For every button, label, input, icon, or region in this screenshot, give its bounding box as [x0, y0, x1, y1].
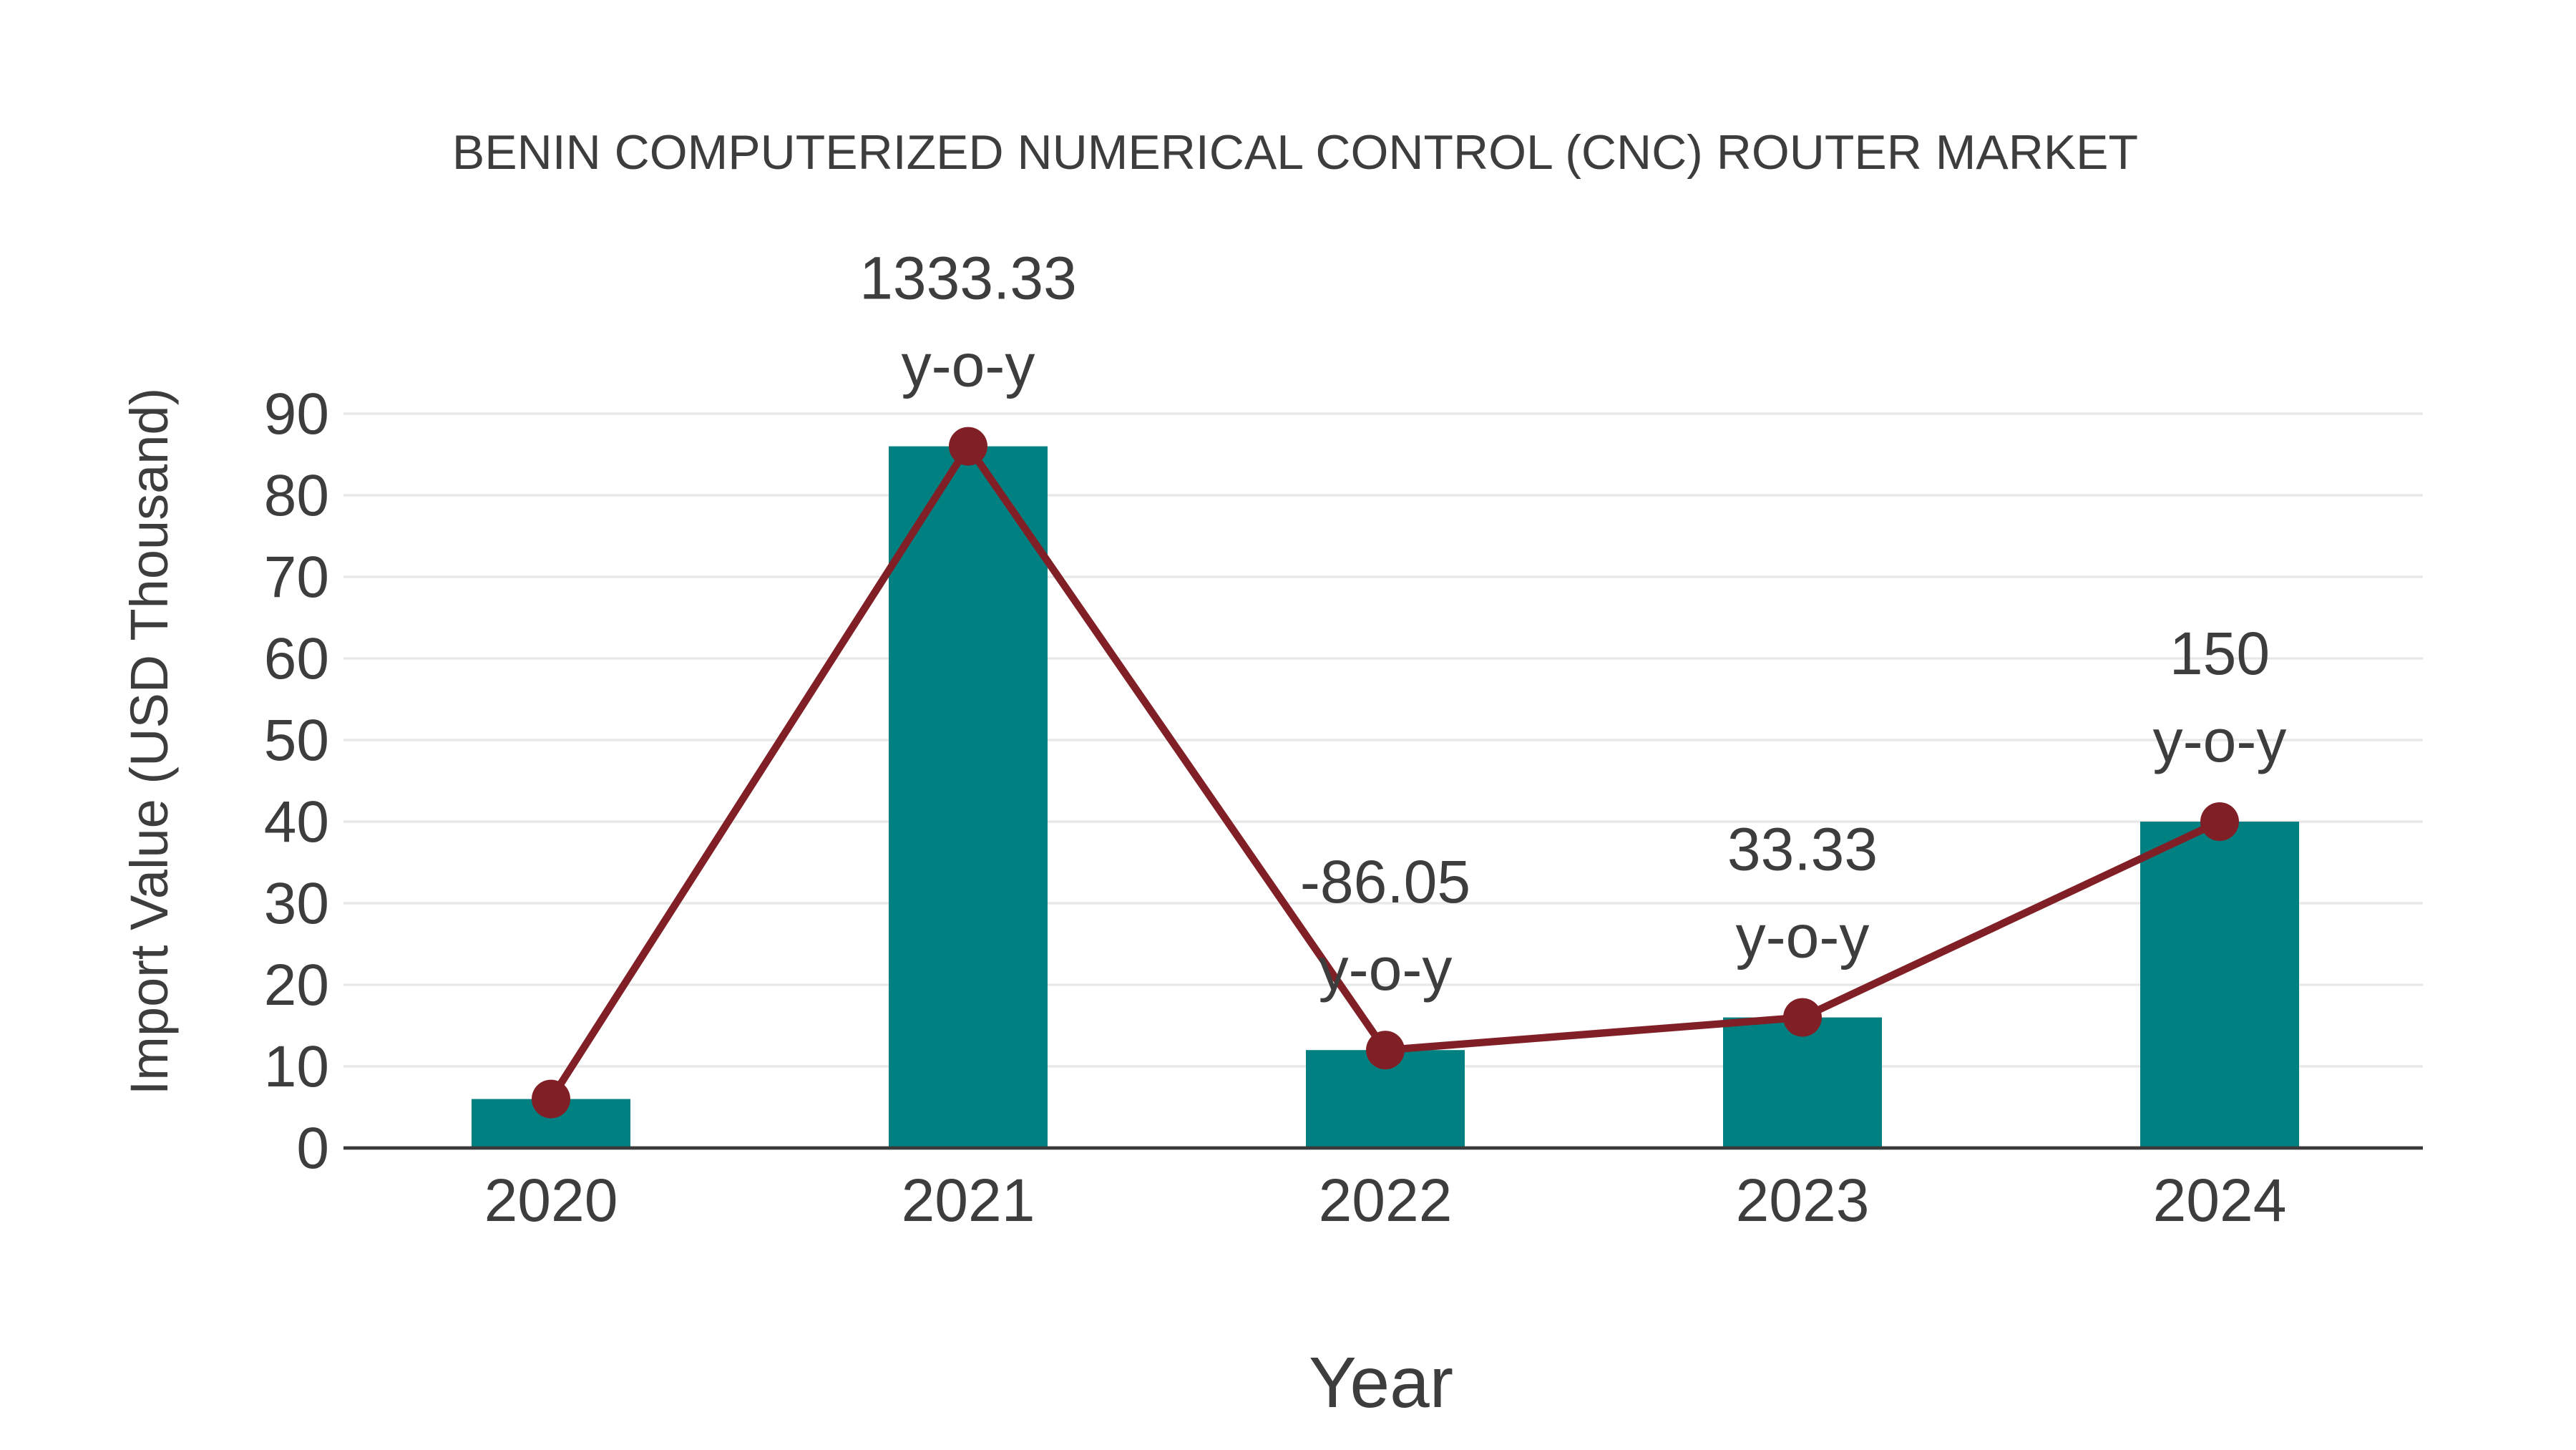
bar-2024: [2140, 822, 2299, 1148]
y-tick-label-30: 30: [264, 871, 329, 936]
marker-2022: [1366, 1031, 1405, 1070]
chart-title: BENIN COMPUTERIZED NUMERICAL CONTROL (CN…: [452, 125, 2138, 180]
y-tick-label-20: 20: [264, 953, 329, 1018]
x-tick-label-2022: 2022: [1319, 1167, 1453, 1234]
annotation-value-2021: 1333.33: [859, 245, 1077, 312]
annotations-group: 1333.33 y-o-y -86.05 y-o-y 33.33 y-o-y 150 y-o-…: [859, 245, 2286, 1003]
annotation-value-2024: 150: [2170, 620, 2270, 687]
bars-group: [472, 446, 2299, 1148]
y-tick-label-10: 10: [264, 1034, 329, 1099]
annotation-value-2022: -86.05: [1300, 848, 1470, 915]
marker-2023: [1783, 998, 1822, 1037]
y-tick-label-60: 60: [264, 626, 329, 691]
y-tick-label-70: 70: [264, 545, 329, 610]
marker-2024: [2200, 802, 2239, 841]
y-tick-label-50: 50: [264, 708, 329, 773]
y-tick-label-80: 80: [264, 463, 329, 528]
y-tick-label-40: 40: [264, 789, 329, 855]
gridlines-group: [343, 412, 2423, 1068]
marker-2021: [949, 427, 987, 466]
annotation-suffix-2024: y-o-y: [2153, 707, 2287, 774]
x-tick-label-2021: 2021: [902, 1167, 1035, 1234]
bar-2023: [1723, 1017, 1882, 1148]
x-tick-label-2023: 2023: [1736, 1167, 1870, 1234]
annotation-suffix-2022: y-o-y: [1319, 935, 1453, 1003]
x-tick-label-2020: 2020: [484, 1167, 618, 1234]
bar-2021: [889, 446, 1048, 1148]
x-tick-label-2024: 2024: [2153, 1167, 2287, 1234]
y-tick-label-90: 90: [264, 381, 329, 447]
y-tick-label-0: 0: [296, 1116, 329, 1181]
marker-2020: [532, 1079, 570, 1119]
annotation-suffix-2023: y-o-y: [1736, 903, 1870, 970]
annotation-value-2023: 33.33: [1727, 816, 1878, 883]
annotation-suffix-2021: y-o-y: [902, 332, 1035, 399]
trend-line-group: [532, 427, 2239, 1119]
x-axis-title: Year: [1309, 1343, 1453, 1423]
y-axis-title: Import Value (USD Thousand): [119, 388, 179, 1096]
tick-labels-group: 0 10 20 30 40 50 60 70 80 90 2020 2021 2022 2023 2024: [264, 381, 2287, 1234]
